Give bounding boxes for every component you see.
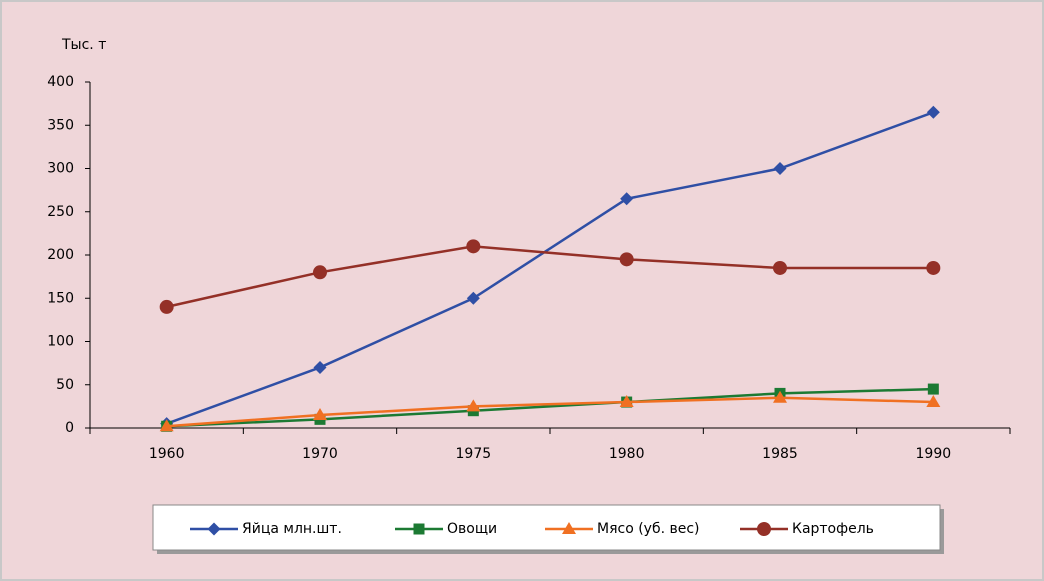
x-tick-label: 1975 <box>456 446 492 462</box>
marker <box>926 105 940 119</box>
legend <box>152 504 941 551</box>
marker <box>413 523 425 535</box>
legend-label: Картофель <box>792 521 874 537</box>
legend-label: Овощи <box>447 521 497 537</box>
marker <box>159 299 174 314</box>
marker <box>562 522 576 534</box>
marker <box>313 360 327 374</box>
series-line <box>166 111 934 425</box>
marker <box>619 252 634 267</box>
y-tick-label: 150 <box>47 290 74 306</box>
marker <box>926 395 941 408</box>
marker <box>926 260 941 275</box>
marker <box>927 383 939 395</box>
legend-label: Мясо (уб. вес) <box>597 521 700 537</box>
x-tick-label: 1990 <box>916 446 952 462</box>
marker <box>773 260 787 275</box>
y-tick-label: 400 <box>47 74 74 90</box>
marker <box>159 419 174 432</box>
marker <box>466 399 481 412</box>
y-tick-label: 200 <box>47 247 74 263</box>
series-line <box>166 245 934 309</box>
marker <box>466 291 480 305</box>
y-tick-label: 0 <box>65 420 74 436</box>
series-line <box>166 396 934 428</box>
marker <box>466 239 481 254</box>
y-tick-label: 100 <box>47 334 74 350</box>
marker <box>313 265 327 280</box>
x-tick-label: 1960 <box>149 446 185 462</box>
marker <box>773 162 787 175</box>
x-tick-label: 1980 <box>609 446 645 462</box>
marker <box>313 408 327 421</box>
x-tick-label: 1970 <box>302 446 338 462</box>
series-line <box>166 387 934 428</box>
marker <box>207 522 221 536</box>
y-tick-label: 250 <box>47 204 74 220</box>
y-tick-label: 350 <box>47 117 74 133</box>
x-tick-label: 1985 <box>762 446 798 462</box>
marker <box>620 192 634 206</box>
y-tick-label: 50 <box>56 377 74 393</box>
marker <box>757 522 771 536</box>
y-tick-label: 300 <box>47 161 74 177</box>
y-axis-label: Тыс. т <box>61 37 106 53</box>
marker <box>773 390 787 403</box>
legend-label: Яйца млн.шт. <box>242 521 342 537</box>
marker <box>619 395 634 408</box>
